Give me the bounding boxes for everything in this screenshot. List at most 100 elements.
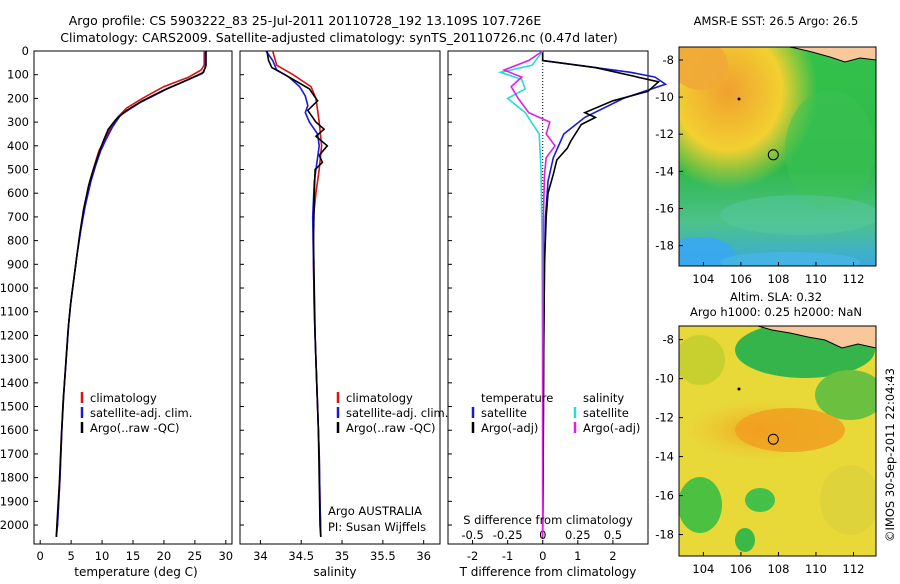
map-x-tick-label: 104: [692, 272, 714, 286]
depth-tick-label: 1500: [0, 400, 29, 414]
sst-small-island: [737, 97, 741, 101]
legend-group-title: temperature: [481, 391, 553, 405]
difference-plot-frame: [447, 50, 649, 545]
depth-tick-label: 700: [7, 210, 29, 224]
x-tick-label: 30: [218, 549, 233, 563]
legend-group-title: salinity: [583, 391, 624, 405]
x-tick-label: 35.5: [370, 549, 396, 563]
depth-axis-ticks: 0 100 200 300 400 500 600 700 800 900 1000 1100 1200…: [0, 44, 452, 532]
x-tick-label: 0: [37, 549, 44, 563]
sla-small-island: [737, 387, 741, 391]
map-x-tick-label: 110: [805, 562, 827, 576]
x-tick-label: -1: [502, 549, 513, 563]
difference-legend: temperaturesatelliteArgo(-adj)salinitysa…: [471, 391, 640, 435]
depth-tick-label: 500: [7, 163, 29, 177]
map-y-tick-label: -16: [655, 201, 674, 215]
map-y-tick-label: -8: [663, 53, 674, 67]
depth-tick-label: 300: [7, 115, 29, 129]
top-tick-label: -0.5: [461, 528, 483, 542]
sla-map-field: [679, 326, 876, 556]
depth-tick-label: 400: [7, 139, 29, 153]
depth-tick-label: 0: [22, 44, 29, 58]
difference-top-axis-label: S difference from climatology: [463, 513, 633, 527]
depth-tick-label: 800: [7, 234, 29, 248]
map-y-tick-label: -18: [655, 528, 674, 542]
map-y-tick-label: -10: [655, 372, 674, 386]
series-line-satellite: [265, 50, 322, 537]
x-tick-label: 20: [157, 549, 172, 563]
map-y-tick-label: -14: [655, 450, 674, 464]
legend-label: satellite-adj. clim.: [90, 406, 192, 420]
sst-map-panel: AMSR-E SST: 26.5 Argo: 26.5 104 106 108 110…: [655, 14, 877, 286]
legend-label: satellite: [481, 406, 527, 420]
map-x-tick-label: 106: [730, 272, 752, 286]
sst-map-ticks: 104 106 108 110 112 -8 -10 -12 -14 -16 -18: [655, 53, 864, 286]
series-line-argo: [266, 50, 329, 537]
salinity-annotation-line2: PI: Susan Wijffels: [328, 520, 426, 534]
depth-tick-label: 1000: [0, 281, 29, 295]
x-tick-label: 35: [335, 549, 350, 563]
depth-tick-label: 600: [7, 186, 29, 200]
salinity-annotation-line1: Argo AUSTRALIA: [328, 504, 422, 518]
difference-panel: -2 -1 0 1 2-0.5 -0.25 0 0.25 0.5 T difference fr…: [447, 50, 668, 579]
figure-title-line2: Climatology: CARS2009. Satellite-adjuste…: [60, 30, 617, 45]
sla-map-title-line1: Altim. SLA: 0.32: [730, 290, 822, 304]
sst-argo-marker: [767, 149, 779, 161]
depth-tick-label: 1200: [0, 328, 29, 342]
map-x-tick-label: 112: [843, 562, 865, 576]
salinity-axis-label: salinity: [313, 565, 356, 579]
imos-watermark: ©IMOS 30-Sep-2011 22:04:43: [883, 368, 897, 542]
top-tick-label: 0.5: [604, 528, 622, 542]
series-line-salinity_satellite: [497, 50, 544, 537]
series-line-argo: [541, 51, 661, 537]
map-x-tick-label: 104: [692, 562, 714, 576]
depth-tick-label: 900: [7, 257, 29, 271]
difference-x-ticks: -2 -1 0 1 2-0.5 -0.25 0 0.25 0.5: [461, 528, 622, 563]
legend-label: climatology: [90, 391, 157, 405]
map-x-tick-label: 110: [805, 272, 827, 286]
legend-label: Argo(..raw -QC): [346, 421, 436, 435]
temperature-x-ticks: 0 5 10 15 20 25 30: [37, 540, 233, 563]
map-x-tick-label: 108: [767, 562, 789, 576]
sla-argo-marker: [767, 433, 779, 445]
x-tick-label: 34.5: [288, 549, 314, 563]
series-line-climatology: [55, 51, 205, 537]
x-tick-label: 5: [67, 549, 74, 563]
legend-label: Argo(..raw -QC): [90, 421, 180, 435]
sla-map-ticks: 104 106 108 110 112 -8 -10 -12 -14 -16 -18: [655, 333, 864, 576]
figure-title-line1: Argo profile: CS 5903222_83 25-Jul-2011 …: [69, 13, 542, 28]
map-y-tick-label: -12: [655, 127, 674, 141]
depth-tick-label: 200: [7, 91, 29, 105]
x-tick-label: 1: [574, 549, 581, 563]
temperature-lines: [55, 51, 207, 537]
temperature-axis-label: temperature (deg C): [74, 565, 197, 579]
series-line-argo: [55, 51, 207, 537]
depth-tick-label: 1300: [0, 352, 29, 366]
difference-axis-label: T difference from climatology: [459, 565, 637, 579]
sst-map-frame: [678, 46, 877, 267]
temperature-panel: 0100200300400500600700800900100011001200…: [0, 44, 452, 579]
top-tick-label: -0.25: [493, 528, 523, 542]
map-y-tick-label: -18: [655, 239, 674, 253]
depth-tick-label: 1700: [0, 447, 29, 461]
salinity-lines: [265, 50, 329, 537]
map-y-tick-label: -8: [663, 333, 674, 347]
sla-land: [757, 326, 876, 349]
legend-label: Argo(-adj): [481, 421, 538, 435]
series-line-satellite: [55, 51, 207, 537]
sst-land: [748, 47, 876, 63]
salinity-panel: 34 34.5 35 35.5 36 salinity climatologysatel…: [239, 50, 448, 579]
depth-tick-label: 1400: [0, 376, 29, 390]
x-tick-label: -2: [467, 549, 478, 563]
depth-tick-label: 1600: [0, 423, 29, 437]
x-tick-label: 10: [95, 549, 110, 563]
map-x-tick-label: 112: [843, 272, 865, 286]
depth-tick-label: 100: [7, 68, 29, 82]
legend-label: satellite-adj. clim.: [346, 406, 448, 420]
sla-map-title-line2: Argo h1000: 0.25 h2000: NaN: [690, 305, 862, 319]
map-y-tick-label: -14: [655, 164, 674, 178]
x-tick-label: 34: [253, 549, 268, 563]
map-x-tick-label: 106: [730, 562, 752, 576]
